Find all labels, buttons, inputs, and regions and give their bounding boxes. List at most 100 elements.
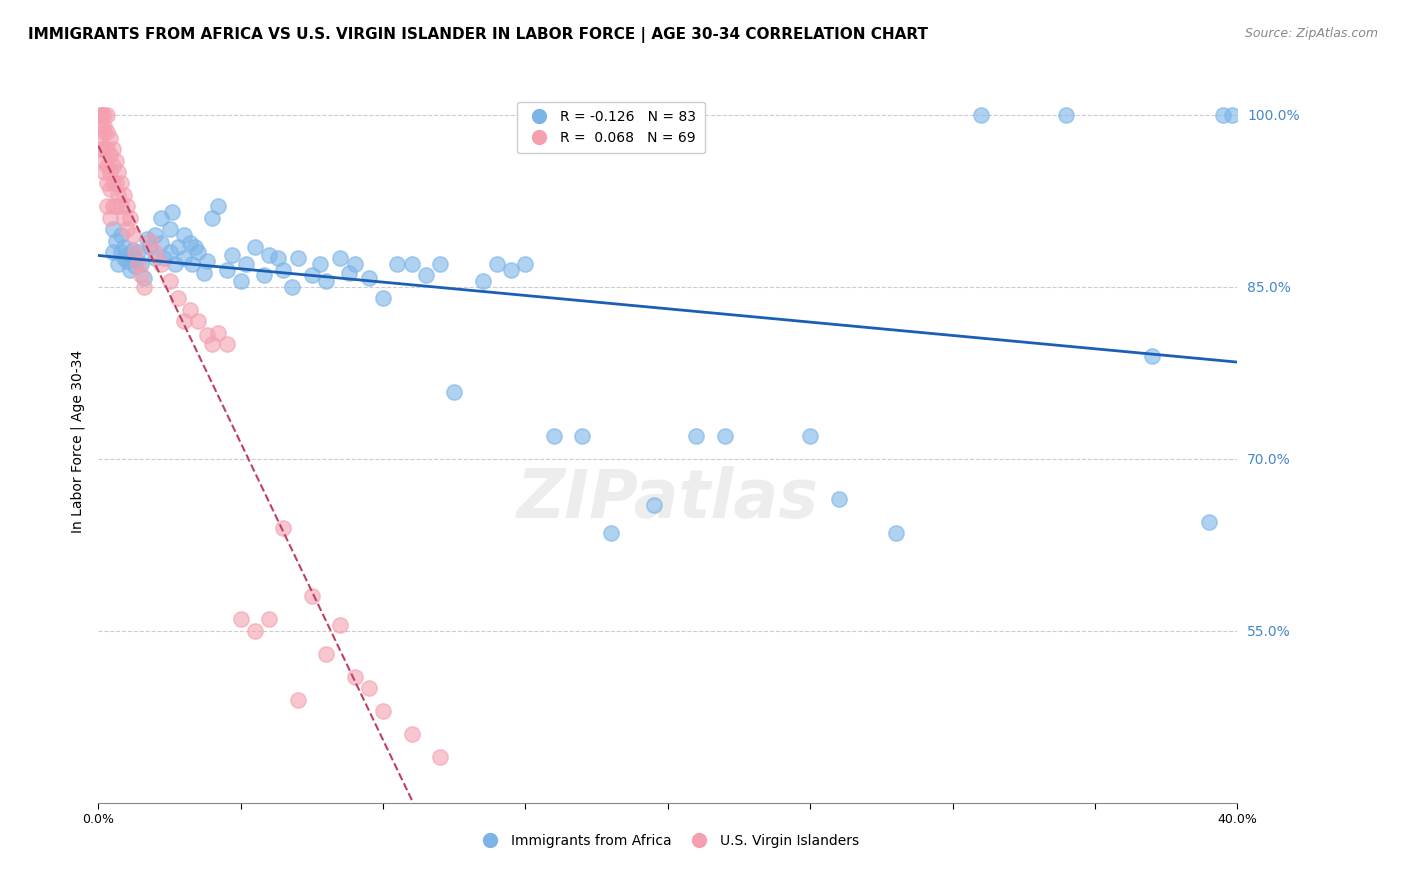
Point bbox=[110, 177, 132, 191]
Point bbox=[215, 337, 238, 351]
Point bbox=[799, 429, 821, 443]
Text: Source: ZipAtlas.com: Source: ZipAtlas.com bbox=[1244, 27, 1378, 40]
Point bbox=[329, 618, 352, 632]
Point bbox=[301, 268, 323, 283]
Point bbox=[329, 251, 352, 265]
Point bbox=[243, 624, 266, 638]
Point bbox=[173, 228, 195, 243]
Y-axis label: In Labor Force | Age 30-34: In Labor Force | Age 30-34 bbox=[70, 350, 84, 533]
Point bbox=[115, 199, 138, 213]
Point bbox=[884, 526, 907, 541]
Point bbox=[104, 234, 127, 248]
Point bbox=[259, 247, 281, 261]
Point bbox=[207, 199, 229, 213]
Point bbox=[107, 165, 129, 179]
Point bbox=[201, 211, 224, 225]
Point bbox=[600, 526, 623, 541]
Point bbox=[129, 268, 152, 283]
Point bbox=[159, 274, 181, 288]
Point bbox=[501, 262, 523, 277]
Point bbox=[193, 266, 215, 280]
Point bbox=[96, 159, 118, 173]
Point bbox=[90, 142, 112, 156]
Point bbox=[1056, 108, 1078, 122]
Point bbox=[828, 491, 851, 506]
Point bbox=[373, 704, 395, 718]
Point bbox=[112, 239, 135, 253]
Point bbox=[273, 520, 295, 534]
Point bbox=[387, 257, 409, 271]
Point bbox=[150, 236, 173, 251]
Point bbox=[110, 245, 132, 260]
Point bbox=[429, 257, 451, 271]
Point bbox=[315, 647, 337, 661]
Point bbox=[101, 159, 124, 173]
Point bbox=[132, 270, 155, 285]
Point bbox=[112, 251, 135, 265]
Point bbox=[401, 257, 423, 271]
Point bbox=[685, 429, 707, 443]
Point bbox=[267, 251, 290, 265]
Point bbox=[98, 211, 121, 225]
Point bbox=[281, 279, 304, 293]
Point bbox=[343, 670, 366, 684]
Point bbox=[110, 199, 132, 213]
Point bbox=[93, 108, 115, 122]
Point bbox=[98, 130, 121, 145]
Point bbox=[207, 326, 229, 340]
Point bbox=[115, 254, 138, 268]
Point bbox=[273, 262, 295, 277]
Point bbox=[159, 245, 181, 260]
Point bbox=[98, 165, 121, 179]
Point bbox=[93, 119, 115, 133]
Point bbox=[127, 245, 149, 260]
Point bbox=[101, 245, 124, 260]
Point bbox=[229, 274, 252, 288]
Point bbox=[93, 125, 115, 139]
Point bbox=[515, 257, 537, 271]
Point bbox=[443, 385, 465, 400]
Point bbox=[259, 612, 281, 626]
Point bbox=[1140, 349, 1163, 363]
Point bbox=[167, 239, 190, 253]
Point bbox=[643, 498, 665, 512]
Point bbox=[287, 251, 309, 265]
Point bbox=[150, 211, 173, 225]
Point bbox=[104, 177, 127, 191]
Point bbox=[195, 327, 218, 342]
Point bbox=[543, 429, 565, 443]
Point bbox=[145, 251, 167, 265]
Point bbox=[118, 211, 141, 225]
Point bbox=[124, 245, 146, 260]
Point bbox=[93, 153, 115, 168]
Point bbox=[115, 247, 138, 261]
Point bbox=[96, 142, 118, 156]
Text: ZIPatlas: ZIPatlas bbox=[517, 467, 818, 533]
Point bbox=[121, 228, 143, 243]
Point bbox=[343, 257, 366, 271]
Point bbox=[970, 108, 993, 122]
Point bbox=[187, 245, 209, 260]
Point bbox=[135, 231, 157, 245]
Point bbox=[96, 125, 118, 139]
Point bbox=[138, 234, 160, 248]
Point bbox=[221, 247, 243, 261]
Point bbox=[118, 262, 141, 277]
Point bbox=[201, 337, 224, 351]
Point bbox=[98, 182, 121, 196]
Point bbox=[301, 590, 323, 604]
Point bbox=[181, 257, 204, 271]
Point bbox=[179, 236, 201, 251]
Point bbox=[173, 251, 195, 265]
Point bbox=[179, 302, 201, 317]
Point bbox=[243, 239, 266, 253]
Point bbox=[138, 239, 160, 253]
Point bbox=[98, 148, 121, 162]
Point bbox=[195, 254, 218, 268]
Point bbox=[315, 274, 337, 288]
Point bbox=[309, 257, 332, 271]
Point bbox=[124, 252, 146, 267]
Point bbox=[132, 279, 155, 293]
Point bbox=[96, 177, 118, 191]
Point bbox=[121, 243, 143, 257]
